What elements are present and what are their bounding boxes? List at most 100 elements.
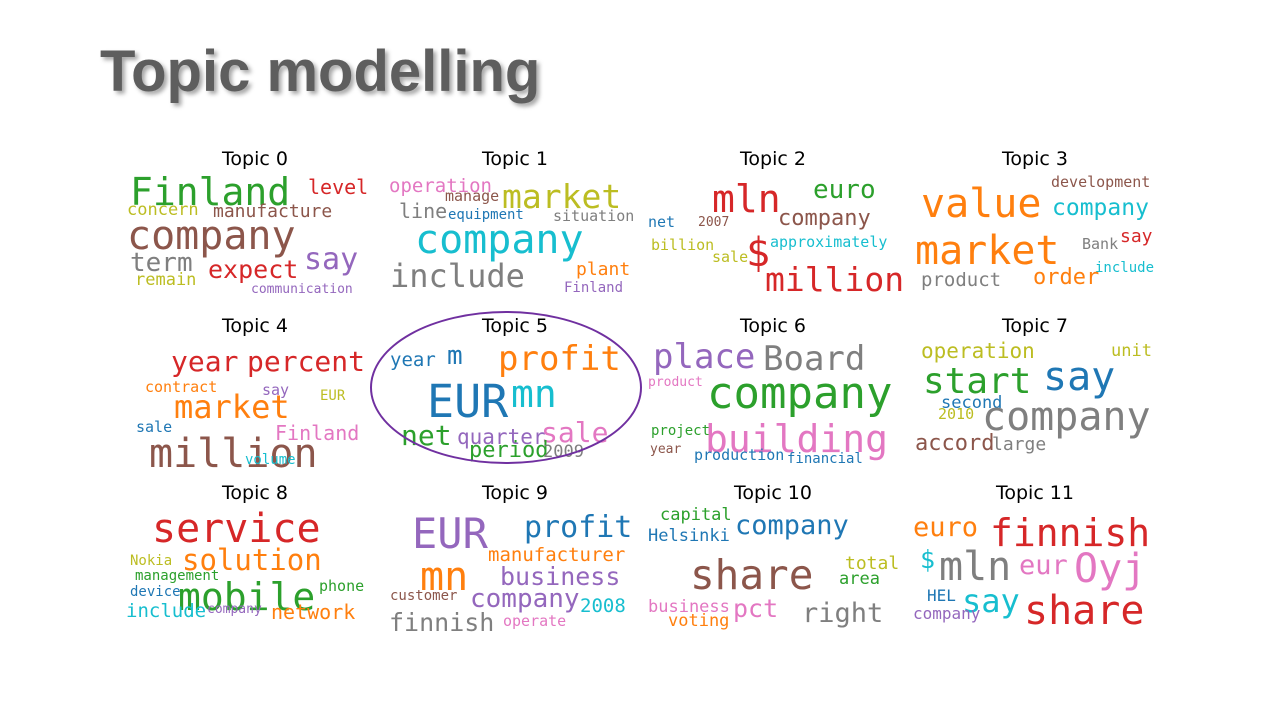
word-eur: eur bbox=[1019, 550, 1068, 581]
topic-6-title: Topic 6 bbox=[740, 315, 806, 337]
word-manage: manage bbox=[445, 187, 500, 205]
word-share: share bbox=[1024, 588, 1145, 634]
word-say: say bbox=[304, 242, 359, 277]
topic-11-word-cloud: euro finnish $ mln eur Oyj HEL say company share bbox=[910, 504, 1160, 634]
topic-1-word-cloud: operation manage market line equipment situat… bbox=[389, 170, 640, 300]
word-market: market bbox=[502, 177, 622, 216]
word-m: m bbox=[447, 341, 463, 371]
word-million: million bbox=[765, 260, 905, 299]
word-operation: operation bbox=[921, 339, 1035, 363]
word-voting: voting bbox=[668, 611, 730, 631]
word-phone: phone bbox=[319, 577, 365, 595]
topic-9-title: Topic 9 bbox=[482, 482, 548, 504]
word-dollar: $ bbox=[746, 230, 771, 276]
word-nokia: Nokia bbox=[130, 553, 173, 569]
topic-8-panel: Topic 8 service Nokia solution management dev… bbox=[126, 482, 380, 642]
word-market: market bbox=[174, 388, 290, 426]
topic-11-panel: Topic 11 euro finnish $ mln eur Oyj HEL say compa… bbox=[910, 482, 1160, 642]
word-percent: percent bbox=[247, 345, 366, 378]
topic-4-word-cloud: year percent contract say EUR market sale Finla… bbox=[130, 337, 380, 475]
topic-4-title: Topic 4 bbox=[222, 315, 288, 337]
word-line: line bbox=[399, 199, 448, 223]
word-term: term bbox=[130, 248, 193, 278]
word-company: company bbox=[1052, 195, 1149, 221]
topic-9-word-cloud: EUR profit manufacturer mn business customer c… bbox=[389, 504, 640, 636]
topic-7-word-cloud: operation unit start say second 2010 company ac… bbox=[910, 337, 1160, 467]
word-mln: mln bbox=[712, 177, 781, 221]
word-helsinki: Helsinki bbox=[648, 526, 730, 546]
word-include: include bbox=[126, 600, 207, 622]
topic-0-word-cloud: Finland level concern manufacture company ter… bbox=[127, 170, 380, 300]
word-euro: euro bbox=[913, 512, 979, 543]
slide-title: Topic modelling bbox=[100, 39, 541, 104]
word-operate: operate bbox=[503, 612, 567, 630]
word-building: building bbox=[705, 417, 889, 461]
word-volume: volume bbox=[245, 452, 296, 468]
word-customer: customer bbox=[390, 588, 458, 604]
word-start: start bbox=[923, 361, 1032, 402]
word-2010: 2010 bbox=[938, 405, 975, 423]
word-order: order bbox=[1033, 265, 1100, 290]
word-solution: solution bbox=[182, 543, 322, 577]
word-equipment: equipment bbox=[448, 207, 524, 223]
word-business: business bbox=[500, 562, 621, 591]
word-product: product bbox=[648, 375, 703, 390]
word-finland: Finland bbox=[130, 170, 291, 214]
word-eur: EUR bbox=[412, 509, 488, 558]
word-2008: 2008 bbox=[580, 595, 626, 617]
word-company: company bbox=[707, 368, 893, 419]
topic-4-panel: Topic 4 year percent contract say EUR market sa… bbox=[130, 315, 380, 475]
topic-5-panel: Topic 5 year m profit EUR mn net quarter sale per… bbox=[390, 315, 640, 475]
word-mobile: mobile bbox=[178, 575, 316, 619]
word-oyj: Oyj bbox=[1074, 546, 1147, 592]
word-product: product bbox=[921, 269, 1002, 291]
word-operation: operation bbox=[389, 175, 492, 197]
word-mln: mln bbox=[939, 544, 1012, 590]
word-say: say bbox=[1120, 226, 1153, 247]
topic-10-word-cloud: capital company Helsinki share total area busi… bbox=[648, 504, 899, 634]
word-company: company bbox=[415, 217, 584, 263]
topic-10-title: Topic 10 bbox=[733, 482, 812, 504]
word-project: project bbox=[651, 423, 711, 439]
word-right: right bbox=[802, 598, 884, 629]
word-sale: sale bbox=[541, 416, 609, 449]
word-billion: billion bbox=[651, 236, 715, 254]
word-large: large bbox=[992, 434, 1047, 455]
word-development: development bbox=[1051, 173, 1151, 191]
topic-11-title: Topic 11 bbox=[995, 482, 1074, 504]
topic-0-panel: Topic 0 Finland level concern manufacture com… bbox=[127, 148, 380, 308]
word-remain: remain bbox=[135, 270, 197, 290]
topic-2-word-cloud: mln euro net 2007 company billion $ approximate… bbox=[648, 170, 904, 300]
word-network: network bbox=[271, 600, 356, 624]
word-service: service bbox=[152, 506, 321, 552]
word-finland: Finland bbox=[275, 421, 360, 445]
word-company: company bbox=[207, 602, 262, 617]
word-2007: 2007 bbox=[698, 215, 730, 230]
word-level: level bbox=[308, 175, 369, 199]
word-say: say bbox=[1043, 354, 1116, 400]
word-million: million bbox=[149, 431, 318, 477]
word-manufacturer: manufacturer bbox=[488, 544, 626, 566]
topic-2-panel: Topic 2 mln euro net 2007 company billion $ appr… bbox=[648, 148, 904, 308]
word-euro: euro bbox=[813, 175, 876, 205]
word-business: business bbox=[648, 597, 730, 617]
word-mn: mn bbox=[511, 372, 557, 416]
topic-6-word-cloud: place Board product company project building y… bbox=[648, 337, 898, 467]
word-management: management bbox=[135, 568, 220, 584]
word-sale: sale bbox=[712, 248, 749, 266]
word-company: company bbox=[127, 213, 296, 259]
word-board: Board bbox=[763, 339, 866, 379]
word-second: second bbox=[941, 393, 1003, 413]
word-profit: profit bbox=[498, 339, 621, 379]
topic-3-panel: Topic 3 development value company market say B… bbox=[910, 148, 1160, 308]
word-profit: profit bbox=[524, 510, 633, 545]
word-share: share bbox=[690, 551, 814, 599]
word-finland: Finland bbox=[564, 280, 624, 296]
word-communication: communication bbox=[251, 282, 353, 297]
word-unit: unit bbox=[1111, 341, 1152, 361]
topic-6-panel: Topic 6 place Board product company project bu… bbox=[648, 315, 898, 475]
word-include: include bbox=[1095, 260, 1155, 276]
topic-0-title: Topic 0 bbox=[222, 148, 288, 170]
topic-8-word-cloud: service Nokia solution management device mobi… bbox=[126, 504, 380, 634]
